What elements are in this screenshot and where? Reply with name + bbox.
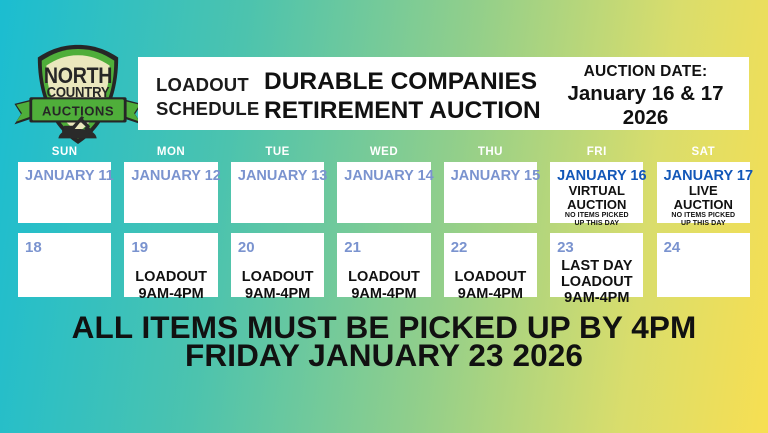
svg-text:AUCTIONS: AUCTIONS xyxy=(42,103,114,118)
